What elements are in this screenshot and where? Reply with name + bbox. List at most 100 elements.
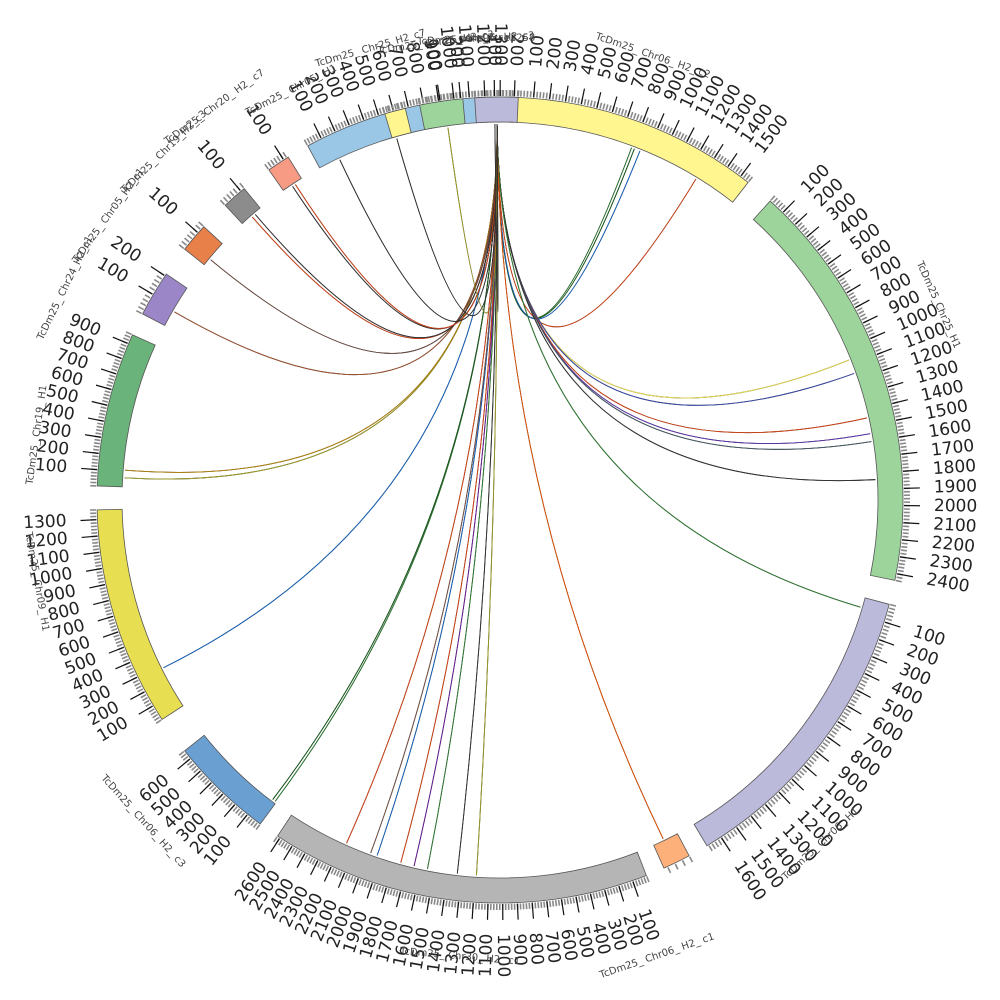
minor-tick xyxy=(92,545,99,548)
minor-tick xyxy=(818,747,824,753)
minor-tick xyxy=(654,120,658,128)
chromosome-band xyxy=(184,226,223,266)
minor-tick xyxy=(870,659,877,664)
tick-label: 1000 xyxy=(436,25,461,70)
minor-tick xyxy=(193,768,199,774)
minor-tick xyxy=(138,305,145,311)
minor-tick xyxy=(111,628,118,632)
minor-tick xyxy=(801,767,808,773)
minor-tick xyxy=(113,361,120,366)
minor-tick xyxy=(741,822,747,829)
minor-tick xyxy=(542,92,545,99)
minor-tick xyxy=(773,796,779,803)
minor-tick xyxy=(630,111,634,119)
minor-tick xyxy=(583,894,587,902)
minor-tick xyxy=(103,393,110,397)
major-tick xyxy=(855,299,870,309)
minor-tick xyxy=(888,610,895,615)
major-tick xyxy=(870,331,886,340)
minor-tick xyxy=(899,438,906,442)
minor-tick xyxy=(770,799,776,805)
minor-tick xyxy=(620,884,625,892)
chromosome-name-label: gene_Tcce2258 xyxy=(458,33,535,45)
minor-tick xyxy=(885,377,892,382)
minor-tick xyxy=(829,733,835,738)
minor-tick xyxy=(697,142,702,149)
minor-tick xyxy=(634,880,639,887)
minor-tick xyxy=(844,286,851,291)
minor-tick xyxy=(393,103,397,110)
minor-tick xyxy=(91,461,98,464)
minor-tick xyxy=(109,374,116,378)
minor-tick xyxy=(150,711,157,716)
tick-label: 200 xyxy=(445,35,468,69)
tick-label: 1200 xyxy=(472,23,494,67)
minor-tick xyxy=(401,892,405,899)
tick-label: 1100 xyxy=(476,934,497,978)
minor-tick xyxy=(366,882,371,889)
minor-tick xyxy=(454,901,457,908)
minor-tick xyxy=(733,829,738,835)
minor-tick xyxy=(112,365,119,369)
minor-tick xyxy=(595,892,599,899)
minor-tick xyxy=(539,91,542,99)
major-tick xyxy=(441,900,445,917)
minor-tick xyxy=(756,811,762,817)
minor-tick xyxy=(872,341,879,346)
link-ribbon xyxy=(163,124,498,669)
major-tick xyxy=(897,573,914,578)
minor-tick xyxy=(378,885,382,892)
minor-tick xyxy=(120,343,127,348)
minor-tick xyxy=(91,538,98,541)
minor-tick xyxy=(149,286,156,291)
minor-tick xyxy=(901,545,908,549)
minor-tick xyxy=(95,564,102,568)
minor-tick xyxy=(835,271,842,277)
minor-tick xyxy=(586,99,590,106)
link-ribbon xyxy=(295,124,498,329)
minor-tick xyxy=(723,835,729,842)
major-tick xyxy=(791,778,805,791)
minor-tick xyxy=(806,762,812,768)
minor-tick xyxy=(116,352,124,357)
minor-tick xyxy=(412,99,415,106)
minor-tick xyxy=(97,577,104,581)
minor-tick xyxy=(186,760,193,766)
major-tick xyxy=(150,265,165,276)
minor-tick xyxy=(197,772,204,779)
minor-tick xyxy=(777,202,784,208)
major-tick xyxy=(898,434,915,438)
minor-tick xyxy=(881,631,888,636)
minor-tick xyxy=(662,124,667,131)
minor-tick xyxy=(439,899,442,906)
minor-tick xyxy=(199,775,206,781)
tick-label: 1200 xyxy=(458,932,481,976)
minor-tick xyxy=(344,873,349,880)
link-outline xyxy=(125,124,498,473)
minor-tick xyxy=(808,759,815,765)
major-tick xyxy=(91,400,108,406)
minor-tick xyxy=(545,92,548,99)
major-tick xyxy=(827,736,841,747)
major-tick xyxy=(451,82,455,99)
link-outline xyxy=(124,124,498,480)
minor-tick xyxy=(378,107,383,115)
minor-tick xyxy=(886,381,893,385)
minor-tick xyxy=(775,794,782,800)
minor-tick xyxy=(897,569,904,573)
minor-tick xyxy=(898,566,905,569)
minor-tick xyxy=(114,358,121,363)
link-outline xyxy=(272,124,498,800)
major-tick xyxy=(892,399,908,405)
tick-label: 1300 xyxy=(490,23,510,66)
minor-tick xyxy=(91,458,99,461)
major-tick xyxy=(270,838,280,853)
minor-tick xyxy=(107,380,114,384)
minor-tick xyxy=(714,841,720,848)
minor-tick xyxy=(592,892,596,900)
minor-tick xyxy=(772,197,779,204)
minor-tick xyxy=(427,96,431,103)
major-tick xyxy=(471,903,474,920)
minor-tick xyxy=(783,786,790,792)
minor-tick xyxy=(415,98,419,105)
